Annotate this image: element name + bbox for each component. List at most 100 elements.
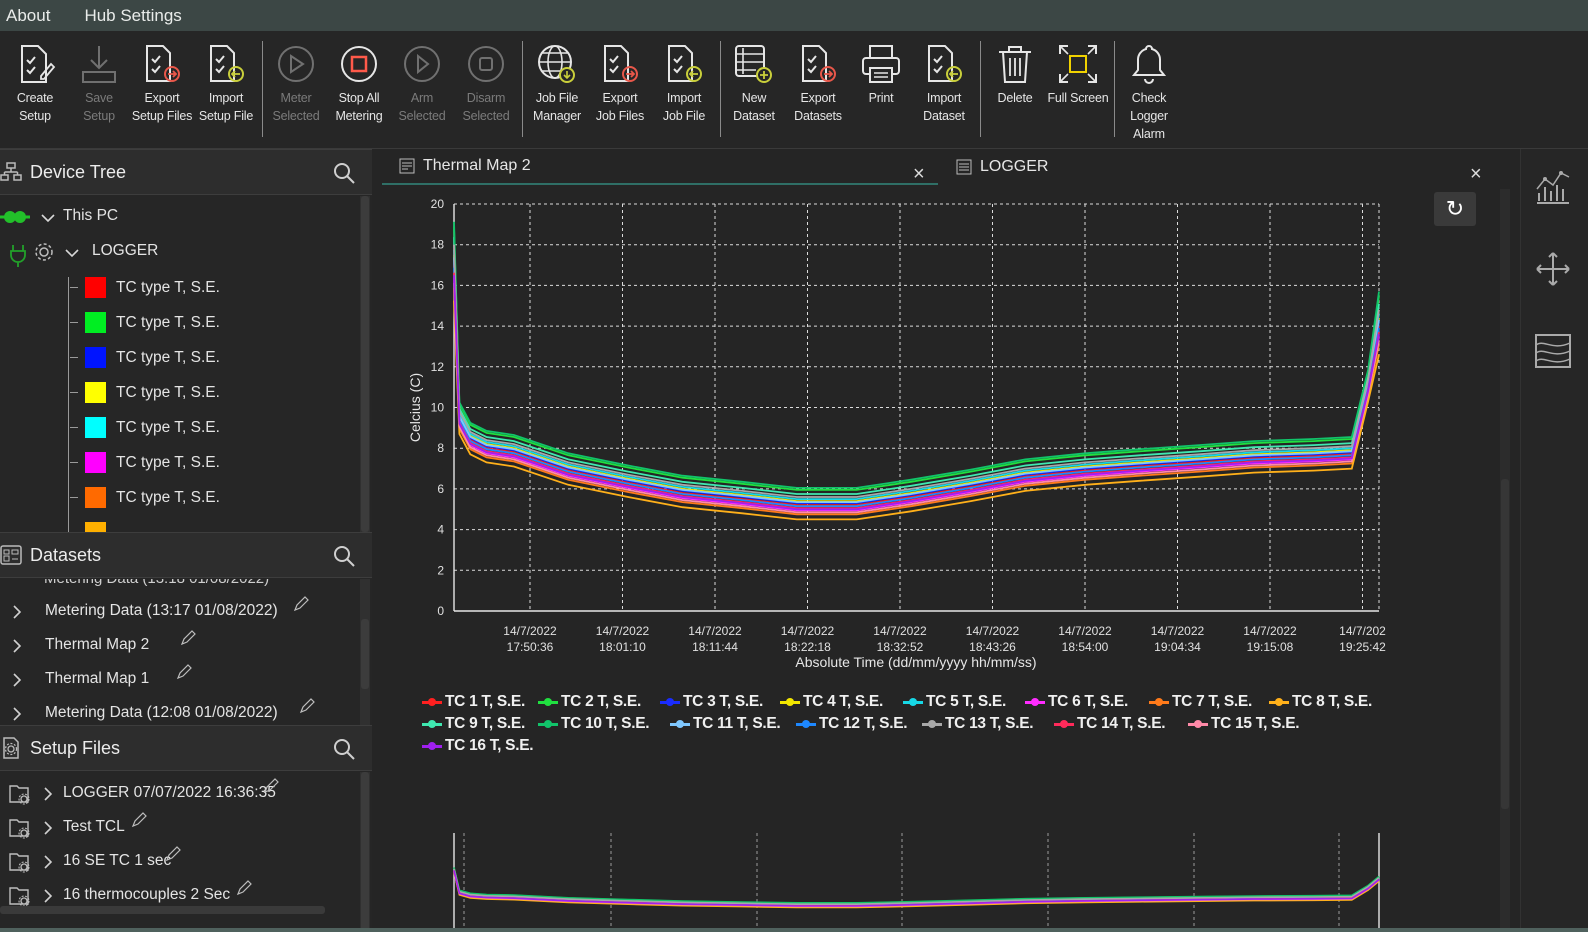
dataset-item[interactable]: Metering Data (13:17 01/08/2022) (45, 602, 278, 619)
series-line-15[interactable] (453, 282, 1380, 514)
dataset-item[interactable]: Metering Data (12:08 01/08/2022) (45, 704, 278, 721)
series-line-13[interactable] (453, 244, 1380, 498)
series-line-5[interactable] (453, 249, 1380, 501)
legend-item[interactable]: TC 9 T, S.E. (422, 715, 525, 733)
legend-item[interactable]: TC 8 T, S.E. (1269, 693, 1372, 711)
channel-color-swatch[interactable] (85, 277, 106, 298)
channel-color-swatch[interactable] (85, 312, 106, 333)
save-setup-button[interactable]: Save Setup (67, 41, 131, 147)
menu-hub-settings[interactable]: Hub Settings (84, 5, 182, 25)
dataset-item[interactable]: Thermal Map 2 (45, 636, 150, 653)
rename-pencil-icon[interactable] (299, 698, 315, 714)
channel-color-swatch[interactable] (85, 417, 106, 438)
legend-item[interactable]: TC 5 T, S.E. (903, 693, 1006, 711)
series-line-1[interactable] (453, 265, 1380, 507)
legend-item[interactable]: TC 15 T, S.E. (1188, 715, 1300, 733)
channel-color-swatch[interactable] (85, 487, 106, 508)
series-line-16[interactable] (453, 275, 1380, 511)
series-line-10[interactable] (453, 221, 1380, 489)
chevron-right-icon[interactable] (41, 787, 55, 801)
channel-color-swatch[interactable] (85, 452, 106, 473)
legend-item[interactable]: TC 7 T, S.E. (1149, 693, 1252, 711)
import-dataset-button[interactable]: Import Dataset (912, 41, 976, 147)
rename-pencil-icon[interactable] (180, 630, 196, 646)
print-button[interactable]: Print (849, 41, 913, 147)
series-line-6[interactable] (453, 277, 1380, 512)
thermal-map-icon[interactable] (1533, 331, 1573, 371)
channel-color-swatch[interactable] (85, 522, 106, 532)
job-file-manager-button[interactable]: Job File Manager (525, 41, 589, 147)
close-tab-thermal-map-2-icon[interactable]: × (913, 163, 925, 185)
chevron-right-icon[interactable] (10, 605, 24, 619)
tree-channel-item[interactable]: TC type T, S.E. (116, 419, 220, 436)
gear-icon[interactable] (33, 241, 55, 263)
series-line-8[interactable] (453, 300, 1380, 521)
channel-color-swatch[interactable] (85, 347, 106, 368)
chevron-right-icon[interactable] (10, 639, 24, 653)
import-job-file-button[interactable]: Import Job File (652, 41, 716, 147)
chevron-right-icon[interactable] (41, 889, 55, 903)
chevron-right-icon[interactable] (41, 855, 55, 869)
rename-pencil-icon[interactable] (131, 812, 147, 828)
arm-selected-button[interactable]: Arm Selected (390, 41, 454, 147)
rename-pencil-icon[interactable] (176, 664, 192, 680)
legend-item[interactable]: TC 10 T, S.E. (538, 715, 650, 733)
setup-file-item[interactable]: 16 SE TC 1 sec (63, 852, 172, 869)
device-tree-search-icon[interactable] (332, 161, 356, 185)
tab-logger[interactable]: LOGGER (952, 149, 1492, 185)
chevron-right-icon[interactable] (10, 673, 24, 687)
series-line-12[interactable] (453, 267, 1380, 508)
legend-item[interactable]: TC 14 T, S.E. (1054, 715, 1166, 733)
series-line-4[interactable] (453, 254, 1380, 503)
legend-item[interactable]: TC 1 T, S.E. (422, 693, 525, 711)
tree-channel-item[interactable]: TC type T, S.E. (116, 454, 220, 471)
chevron-right-icon[interactable] (41, 821, 55, 835)
chart-options-icon[interactable] (1533, 167, 1573, 207)
bell-button[interactable]: Check Logger Alarm (1117, 41, 1181, 147)
setup-files-scrollbar[interactable] (360, 772, 370, 932)
device-tree-scrollbar[interactable] (360, 196, 370, 532)
dataset-item[interactable]: Thermal Map 1 (45, 670, 150, 687)
refresh-button[interactable]: ↻ (1434, 192, 1476, 226)
center-scrollbar[interactable] (1500, 189, 1510, 932)
tab-thermal-map-2[interactable]: Thermal Map 2 (382, 149, 938, 185)
tree-channel-item[interactable]: TC type T, S.E. (116, 384, 220, 401)
new-dataset-button[interactable]: New Dataset (722, 41, 786, 147)
legend-item[interactable]: TC 3 T, S.E. (660, 693, 763, 711)
series-line-14[interactable] (453, 272, 1380, 510)
export-datasets-button[interactable]: Export Datasets (786, 41, 850, 147)
close-tab-logger-icon[interactable]: × (1470, 163, 1482, 185)
temperature-chart[interactable]: 0 2 4 6 8 10 12 14 16 18 20 14/7/2022 17:50:36 14/7/2… (382, 185, 1422, 695)
chevron-down-icon[interactable] (40, 210, 56, 226)
tree-device-logger[interactable]: LOGGER (92, 242, 159, 259)
overview-chart[interactable] (382, 825, 1422, 929)
legend-item[interactable]: TC 13 T, S.E. (922, 715, 1034, 733)
create-setup-button[interactable]: Create Setup (3, 41, 67, 147)
legend-item[interactable]: TC 11 T, S.E. (670, 715, 781, 733)
chevron-down-icon[interactable] (64, 245, 80, 261)
chevron-right-icon[interactable] (10, 707, 24, 721)
tree-channel-item[interactable]: TC type T, S.E. (116, 349, 220, 366)
legend-item[interactable]: TC 16 T, S.E. (422, 737, 534, 755)
rename-pencil-icon[interactable] (165, 846, 181, 862)
series-line-9[interactable] (453, 237, 1380, 495)
menu-about[interactable]: About (6, 5, 51, 25)
export-setup-files-button[interactable]: Export Setup Files (130, 41, 194, 147)
tree-root-this-pc[interactable]: This PC (63, 207, 119, 224)
full-screen-button[interactable]: Full Screen (1046, 41, 1110, 147)
delete-button[interactable]: Delete (983, 41, 1047, 147)
stop-all-metering-button[interactable]: Stop All Metering (327, 41, 391, 147)
pan-icon[interactable] (1533, 249, 1573, 289)
rename-pencil-icon[interactable] (263, 778, 279, 794)
rename-pencil-icon[interactable] (236, 880, 252, 896)
setup-file-item[interactable]: LOGGER 07/07/2022 16:36:35 (63, 784, 276, 801)
channel-color-swatch[interactable] (85, 382, 106, 403)
rename-pencil-icon[interactable] (293, 596, 309, 612)
legend-item[interactable]: TC 12 T, S.E. (796, 715, 908, 733)
tree-channel-item[interactable]: TC type T, S.E. (116, 314, 220, 331)
meter-selected-button[interactable]: Meter Selected (264, 41, 328, 147)
disarm-selected-button[interactable]: Disarm Selected (454, 41, 518, 147)
tree-channel-item[interactable]: TC type T, S.E. (116, 279, 220, 296)
datasets-scrollbar[interactable] (360, 579, 370, 725)
datasets-search-icon[interactable] (332, 544, 356, 568)
